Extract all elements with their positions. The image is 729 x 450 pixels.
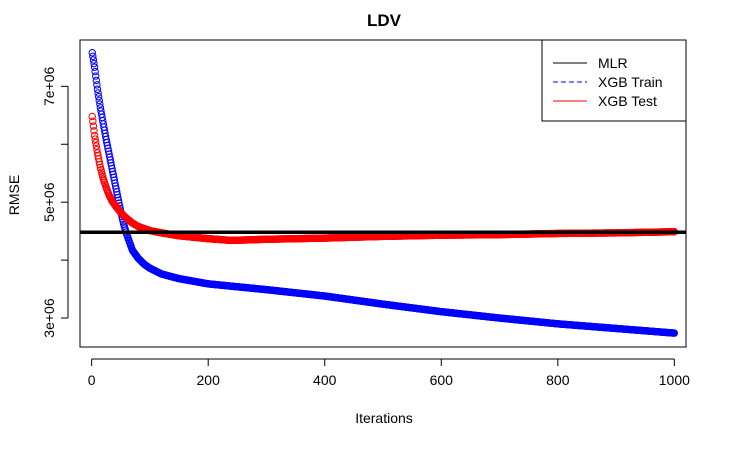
data-point xyxy=(89,56,98,64)
legend-label-xgb-train: XGB Train xyxy=(598,74,663,90)
data-point xyxy=(91,135,99,143)
legend-box xyxy=(541,39,687,122)
data-point xyxy=(93,81,101,89)
y-tick-label: 3e+06 xyxy=(41,298,57,338)
data-point xyxy=(91,67,99,76)
x-tick-label: 200 xyxy=(197,372,221,388)
y-tick-label: 5e+06 xyxy=(41,182,57,222)
data-point xyxy=(95,96,103,105)
data-point xyxy=(88,112,96,121)
data-point xyxy=(89,122,98,130)
data-point xyxy=(92,72,100,80)
data-point xyxy=(93,85,102,93)
legend-label-xgb-test: XGB Test xyxy=(598,93,657,109)
data-point xyxy=(90,127,98,135)
data-point xyxy=(88,49,96,57)
plot-frame xyxy=(79,39,687,348)
x-axis-label: Iterations xyxy=(355,410,413,426)
data-point xyxy=(96,100,104,108)
data-point xyxy=(90,63,99,71)
data-point xyxy=(89,52,97,61)
y-axis-label: RMSE xyxy=(6,175,22,215)
data-point xyxy=(94,89,102,97)
series-layer xyxy=(88,49,679,337)
data-point xyxy=(114,193,122,202)
data-point xyxy=(90,59,98,68)
series-xgb-train xyxy=(88,49,679,337)
series-xgb-test xyxy=(88,112,679,245)
data-point xyxy=(92,138,100,147)
data-point xyxy=(92,76,101,85)
x-tick-label: 800 xyxy=(546,372,570,388)
x-tick-label: 600 xyxy=(430,372,454,388)
legend: MLR XGB Train XGB Test xyxy=(541,39,687,122)
data-point xyxy=(670,329,679,337)
y-axis: 3e+06 5e+06 7e+06 xyxy=(41,66,69,338)
x-tick-label: 1000 xyxy=(659,372,690,388)
data-point xyxy=(92,142,101,150)
x-tick-label: 400 xyxy=(313,372,337,388)
data-point xyxy=(94,92,103,101)
chart-title: LDV xyxy=(367,11,402,30)
plot-area xyxy=(79,39,687,348)
data-point xyxy=(96,160,104,169)
data-point xyxy=(89,117,97,125)
x-axis: 0 200 400 600 800 1000 xyxy=(88,358,690,388)
data-point xyxy=(90,131,99,140)
legend-label-mlr: MLR xyxy=(598,55,628,71)
y-tick-label: 7e+06 xyxy=(41,66,57,106)
data-point xyxy=(113,190,121,199)
x-tick-label: 0 xyxy=(88,372,96,388)
